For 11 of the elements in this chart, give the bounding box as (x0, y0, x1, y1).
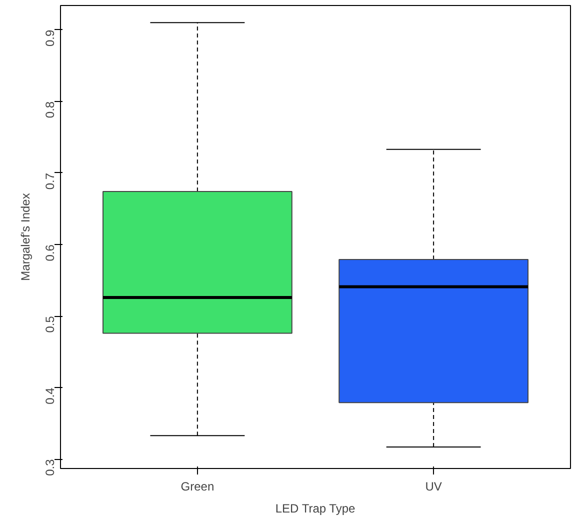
y-tick-label: 0.3 (43, 458, 57, 476)
y-tick-label: 0.5 (43, 316, 57, 333)
y-tick-label: 0.4 (43, 387, 57, 404)
y-tick-label: 0.6 (43, 244, 57, 262)
x-tick-label: UV (425, 480, 442, 494)
x-tick-label: Green (180, 480, 214, 494)
y-tick-label: 0.9 (43, 30, 57, 47)
y-tick-label: 0.7 (43, 172, 57, 190)
y-axis-title: Margalef's Index (18, 193, 32, 281)
y-tick-label: 0.8 (43, 101, 57, 118)
x-axis-title: LED Trap Type (275, 502, 356, 516)
